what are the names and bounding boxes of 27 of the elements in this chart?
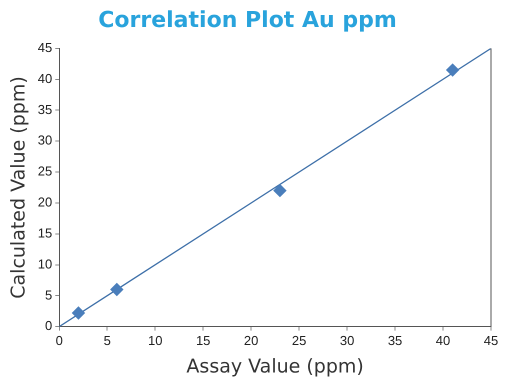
x-tick-label: 35 (388, 332, 402, 348)
x-tick-label: 15 (196, 332, 210, 348)
x-tick-label: 5 (104, 332, 111, 348)
x-tick-label: 45 (484, 332, 498, 348)
y-tick-label: 5 (45, 287, 52, 302)
x-tick-label: 0 (56, 332, 63, 348)
point (446, 64, 460, 77)
y-tick-label: 10 (38, 256, 52, 272)
y-tick-label: 40 (38, 70, 52, 86)
point (110, 283, 124, 296)
y-tick-label: 25 (38, 164, 52, 179)
y-axis-title: Calculated Value (ppm) (7, 76, 30, 299)
x-tick-label: 10 (148, 332, 162, 348)
y-tick-label: 20 (38, 194, 52, 210)
y-tick-label: 35 (38, 102, 52, 117)
y-tick-label: 30 (38, 132, 52, 148)
x-tick-label: 30 (340, 332, 354, 348)
x-axis-title: Assay Value (ppm) (186, 356, 364, 378)
point (273, 184, 286, 198)
x-tick-label: 20 (244, 332, 258, 348)
y-tick-label: 0 (45, 318, 52, 334)
point (72, 306, 85, 320)
x-tick-label: 40 (436, 332, 450, 348)
chart-title: Correlation Plot Au ppm (98, 8, 397, 33)
y-tick-label: 45 (38, 40, 52, 55)
x-tick-label: 25 (292, 332, 306, 348)
y-tick-label: 15 (38, 225, 52, 240)
